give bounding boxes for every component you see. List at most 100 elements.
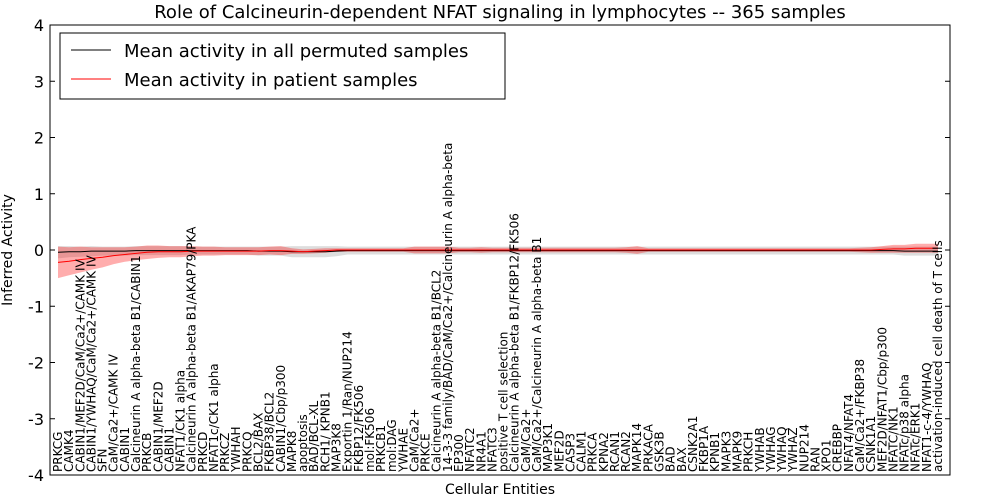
- x-tick-label: NFATC/NK1: [886, 406, 900, 472]
- x-tick-label: CABIN1: [118, 427, 132, 472]
- x-tick-label: KPNA2: [597, 432, 611, 472]
- x-tick-label: PRKCG: [51, 432, 65, 472]
- x-tick-label: NR4A1: [474, 431, 488, 472]
- x-tick-label: NFATc/p38 alpha: [898, 374, 912, 472]
- x-tick-label: PRKCZ: [218, 433, 232, 472]
- x-tick-label: FKBP1A: [697, 425, 711, 472]
- x-tick-label: MAPK9: [731, 431, 745, 472]
- y-tick-label: 3: [34, 72, 44, 91]
- x-tick-label: positive T cell selection: [497, 332, 511, 472]
- line-patient: [57, 247, 938, 263]
- x-tick-label: MEF2D: [552, 430, 566, 472]
- x-tick-label: BAD: [664, 446, 678, 472]
- x-tick-label: NUP214: [797, 424, 811, 472]
- x-tick-label: CSNK2A1: [686, 416, 700, 472]
- x-tick-label: RCAN1: [608, 431, 622, 472]
- x-tick-label: BAX: [675, 447, 689, 472]
- chart-title: Role of Calcineurin-dependent NFAT signa…: [154, 2, 846, 23]
- x-tick-label: MAPK3: [719, 431, 733, 472]
- x-tick-label: BCL2/BAX: [252, 413, 266, 472]
- x-tick-label: PRKACA: [641, 423, 655, 472]
- x-tick-label: KPNB1: [708, 432, 722, 472]
- x-tick-label: RCH1/ KPNB1: [318, 391, 332, 472]
- x-tick-label: YWHAB: [753, 427, 767, 473]
- x-tick-label: YWHAQ: [775, 426, 789, 473]
- x-tick-label: CALM1: [575, 431, 589, 472]
- x-tick-label: BAD/BCL-XL: [307, 400, 321, 472]
- x-tick-label: NFAT1/CK1 alpha: [174, 370, 188, 472]
- x-tick-label: CASP3: [563, 433, 577, 472]
- x-tick-label: MEF2D/NFAT1/Cbp/p300: [875, 327, 889, 472]
- x-tick-label: Calcineurin A alpha-beta B1/AKAP79/PKA: [185, 226, 199, 472]
- y-axis-label: Inferred Activity: [0, 194, 16, 306]
- x-tick-label: PRKCB1: [374, 425, 388, 472]
- x-tick-label: YWHAH: [229, 427, 243, 473]
- x-tick-label: CABIN1: [162, 427, 176, 472]
- x-tick-label: MAP3K8: [330, 423, 344, 472]
- y-tick-label: 1: [34, 185, 44, 204]
- legend-box: [59, 32, 506, 100]
- y-tick-label: -3: [28, 410, 44, 429]
- x-tick-label: Calcineurin A alpha-beta B1/FKBP12/FK506: [508, 213, 522, 472]
- x-tick-label: CREBBP: [831, 424, 845, 472]
- confidence-bands: [58, 243, 938, 279]
- x-tick-label: CAMK4: [62, 430, 76, 472]
- x-tick-label: PRKCD: [196, 432, 210, 472]
- x-tick-label: CABIN1/MEF2D/CaM/Ca2+/CAMK IV: [73, 258, 87, 472]
- legend: Mean activity in all permuted samples Me…: [59, 32, 506, 100]
- x-tick-label: CaM/Ca2+/FKBP38: [853, 359, 867, 472]
- x-tick-label: CSNK1A1: [864, 416, 878, 472]
- x-tick-label: PRKCQ: [240, 431, 254, 472]
- x-tick-label: MAPK14: [630, 423, 644, 472]
- y-tick-label: -4: [28, 466, 44, 485]
- x-tick-label: NFATC3: [485, 427, 499, 472]
- x-tick-label: apoptosis: [296, 414, 310, 472]
- x-tick-label: activation-induced cell death of T cells: [931, 240, 945, 472]
- x-tick-label: CaM/Ca2+: [519, 408, 533, 472]
- x-tick-label: NFAT4/NFAT4: [842, 394, 856, 472]
- x-tick-label: CABIN1/YWHAQ/CaM/Ca2+/CAMK IV: [84, 255, 98, 472]
- plot-frame: [49, 24, 951, 476]
- band-patient: [58, 243, 938, 279]
- x-tick-label: GSK3B: [653, 431, 667, 472]
- x-tick-label: YWHAZ: [786, 427, 800, 473]
- series-lines: [57, 247, 938, 263]
- y-tick-label: 4: [34, 16, 44, 35]
- y-tick-label: 2: [34, 129, 44, 148]
- x-tick-label: CaM/Ca2+: [408, 408, 422, 472]
- y-tick-label: -1: [28, 297, 44, 316]
- x-tick-label: EP300: [452, 434, 466, 472]
- legend-label-patient: Mean activity in patient samples: [124, 70, 418, 91]
- x-tick-label: Exportin 1/Ran/NUP214: [341, 331, 355, 472]
- x-tick-label: PRKCA: [586, 432, 600, 472]
- x-tick-label: FKBP38/BCL2: [263, 392, 277, 472]
- y-tick-label: -2: [28, 354, 44, 373]
- x-tick-label: CABIN1/Cbp/p300: [274, 365, 288, 472]
- x-tick-label: Calcineurin A alpha-beta B1/BCL2: [430, 270, 444, 472]
- x-tick-label: MAP3K1: [541, 423, 555, 472]
- x-tick-label: mol:DAG: [385, 419, 399, 472]
- x-tick-label: FKBP12/FK506: [352, 385, 366, 472]
- band-permuted: [58, 246, 938, 259]
- x-tick-label: mol:FK506: [363, 408, 377, 472]
- x-tick-label: PRKCE: [419, 433, 433, 472]
- x-tick-label: NFATC2: [463, 427, 477, 472]
- x-tick-label: YWHAG: [764, 426, 778, 473]
- x-tick-label: NFAT1-c-4/YWHAQ: [920, 362, 934, 472]
- x-tick-label: PRKCB: [140, 433, 154, 472]
- x-tick-label: XPO1: [820, 439, 834, 472]
- x-tick-label: SFN: [96, 449, 110, 473]
- x-tick-label: MAPK8: [285, 431, 299, 472]
- x-axis-label: Cellular Entities: [445, 482, 555, 498]
- x-tick-label: CABIN1/MEF2D: [151, 381, 165, 472]
- x-tick-label: 14-3-3 family/BAD/CaM/Ca2+/Calcineurin A…: [441, 143, 455, 472]
- y-axis-ticks: -4 -3 -2 -1 0 1 2 3 4: [28, 16, 950, 485]
- x-tick-label: NFATc/ERK1: [909, 403, 923, 472]
- x-tick-label: YWHAE: [396, 428, 410, 473]
- y-tick-label: 0: [34, 241, 44, 260]
- x-tick-label: PRKCH: [742, 432, 756, 472]
- x-tick-label: CaM/Ca2+/Calcineurin A alpha-beta B1: [530, 237, 544, 472]
- x-tick-label: RCAN2: [619, 431, 633, 472]
